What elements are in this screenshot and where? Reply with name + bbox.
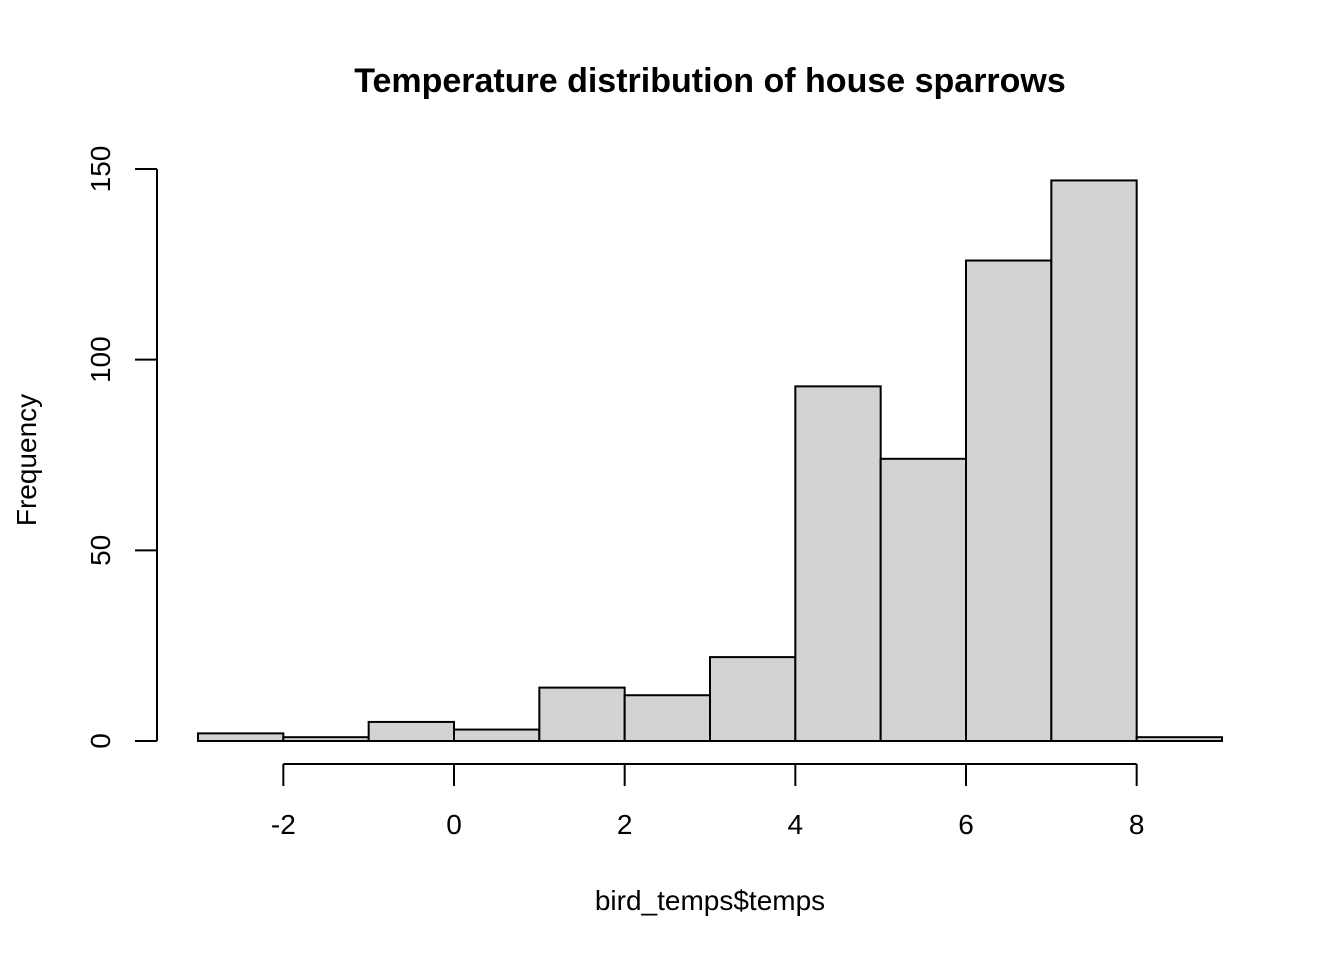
x-tick-label-6: 6	[958, 809, 974, 840]
bars-group	[197, 179, 1223, 743]
histogram-bar-3	[453, 728, 541, 742]
x-tick-label-0: 0	[446, 809, 462, 840]
y-tick-label-150: 150	[85, 146, 116, 193]
histogram-bar-5	[623, 694, 712, 742]
histogram-bar-8	[879, 457, 968, 742]
y-tick-label-100: 100	[85, 336, 116, 383]
x-axis: -2 0 2 4 6 8	[271, 763, 1145, 840]
x-tick-label--2: -2	[271, 809, 296, 840]
histogram-bar-1	[282, 736, 370, 742]
chart-title: Temperature distribution of house sparro…	[354, 62, 1066, 100]
histogram-bar-10	[1050, 179, 1138, 742]
histogram-bar-0	[197, 732, 285, 743]
histogram-bar-4	[538, 686, 626, 743]
x-tick-label-4: 4	[788, 809, 804, 840]
x-tick-label-2: 2	[617, 809, 633, 840]
y-tick-label-50: 50	[85, 535, 116, 566]
histogram-bar-2	[367, 720, 455, 743]
histogram-bar-6	[709, 656, 797, 743]
x-tick-label-8: 8	[1129, 809, 1145, 840]
histogram-bar-11	[1135, 736, 1223, 742]
x-axis-label: bird_temps$temps	[595, 885, 825, 916]
y-tick-label-0: 0	[85, 733, 116, 749]
y-axis: 0 50 100 150	[85, 146, 158, 749]
histogram-bar-9	[965, 259, 1053, 742]
histogram-bar-7	[794, 385, 882, 742]
y-axis-label: Frequency	[11, 394, 42, 526]
